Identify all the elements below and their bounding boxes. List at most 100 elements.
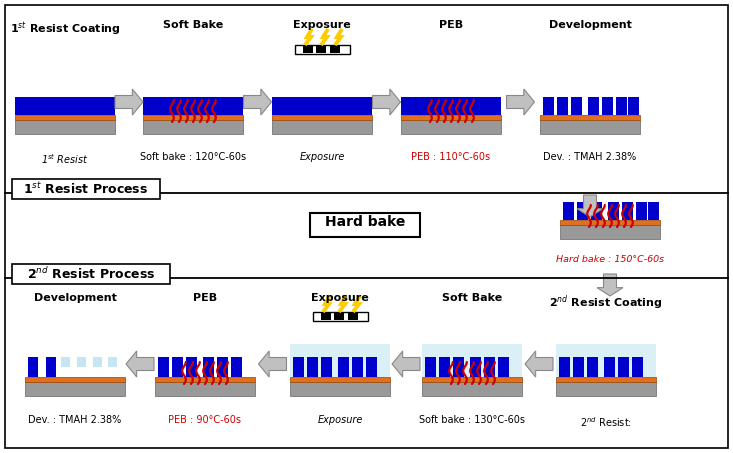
Bar	[453, 357, 464, 377]
Bar	[616, 97, 627, 115]
Text: 1$^{st}$ Resist Coating: 1$^{st}$ Resist Coating	[10, 20, 120, 38]
Bar	[498, 357, 509, 377]
Text: Exposure: Exposure	[311, 293, 369, 303]
Bar	[577, 202, 588, 220]
Bar	[231, 357, 242, 377]
Bar	[628, 97, 639, 115]
Bar	[143, 115, 243, 120]
Bar	[648, 202, 659, 220]
Bar	[573, 357, 584, 377]
Bar	[295, 45, 350, 54]
Polygon shape	[507, 89, 534, 115]
Bar	[559, 357, 570, 377]
Polygon shape	[577, 195, 603, 217]
Bar	[352, 357, 363, 377]
Bar	[602, 97, 613, 115]
Bar	[12, 179, 160, 199]
Text: PEB: PEB	[193, 293, 217, 303]
Bar	[172, 357, 183, 377]
Bar	[632, 357, 643, 377]
Bar	[303, 46, 313, 53]
Bar	[484, 357, 495, 377]
Bar	[587, 357, 598, 377]
Text: Soft Bake: Soft Bake	[163, 20, 223, 30]
Bar	[25, 382, 125, 396]
Bar	[46, 357, 56, 377]
Bar	[321, 357, 332, 377]
Bar	[307, 357, 318, 377]
Bar	[556, 377, 656, 382]
Text: Dev. : TMAH 2.38%: Dev. : TMAH 2.38%	[543, 152, 637, 162]
Text: 1$^{st}$ Resist: 1$^{st}$ Resist	[41, 152, 89, 166]
Bar	[310, 213, 420, 237]
Text: Development: Development	[34, 293, 117, 303]
Bar	[108, 357, 117, 367]
Bar	[422, 344, 522, 377]
Bar	[588, 97, 599, 115]
Text: 2$^{nd}$ Resist:: 2$^{nd}$ Resist:	[580, 415, 632, 429]
Bar	[348, 313, 358, 320]
Bar	[307, 357, 318, 377]
Bar	[15, 115, 115, 120]
Bar	[422, 382, 522, 396]
Bar	[401, 97, 501, 115]
Polygon shape	[259, 351, 287, 377]
Bar	[290, 377, 390, 382]
Bar	[543, 97, 554, 115]
Text: Hard bake: Hard bake	[325, 215, 405, 229]
Bar	[272, 97, 372, 115]
Bar	[563, 202, 574, 220]
Bar	[28, 357, 38, 377]
Text: Soft Bake: Soft Bake	[442, 293, 502, 303]
Text: Hard bake : 150°C-60s: Hard bake : 150°C-60s	[556, 255, 664, 264]
Bar	[557, 97, 568, 115]
Text: Exposure: Exposure	[317, 415, 363, 425]
Bar	[330, 46, 340, 53]
Bar	[158, 357, 169, 377]
Bar	[401, 120, 501, 134]
Bar	[540, 120, 640, 134]
Bar	[15, 97, 115, 115]
Bar	[293, 357, 304, 377]
Bar	[422, 377, 522, 382]
Bar	[498, 357, 509, 377]
Text: PEB : 110°C-60s: PEB : 110°C-60s	[411, 152, 490, 162]
Bar	[622, 202, 633, 220]
Text: 2$^{nd}$ Resist Coating: 2$^{nd}$ Resist Coating	[549, 293, 663, 312]
Bar	[338, 357, 349, 377]
Bar	[12, 264, 170, 284]
Polygon shape	[525, 351, 553, 377]
Bar	[290, 344, 390, 377]
Bar	[321, 313, 331, 320]
Bar	[425, 357, 436, 377]
Bar	[604, 357, 615, 377]
Bar	[272, 115, 372, 120]
Bar	[560, 225, 660, 239]
Bar	[470, 357, 481, 377]
Bar	[571, 97, 582, 115]
Bar	[155, 382, 255, 396]
Bar	[155, 377, 255, 382]
Bar	[272, 120, 372, 134]
Bar	[352, 357, 363, 377]
Bar	[439, 357, 450, 377]
Bar	[61, 357, 70, 367]
Polygon shape	[243, 89, 271, 115]
Bar	[608, 202, 619, 220]
Bar	[401, 115, 501, 120]
Bar	[556, 344, 656, 377]
Text: Development: Development	[548, 20, 631, 30]
Bar	[618, 357, 629, 377]
Text: 1$^{st}$ Resist Process: 1$^{st}$ Resist Process	[23, 181, 149, 197]
Bar	[453, 357, 464, 377]
Bar	[321, 357, 332, 377]
Bar	[338, 357, 349, 377]
Bar	[186, 357, 197, 377]
Bar	[290, 382, 390, 396]
Polygon shape	[126, 351, 154, 377]
Bar	[556, 382, 656, 396]
Bar	[312, 312, 367, 321]
Bar	[93, 357, 102, 367]
Bar	[366, 357, 377, 377]
Bar	[77, 357, 86, 367]
